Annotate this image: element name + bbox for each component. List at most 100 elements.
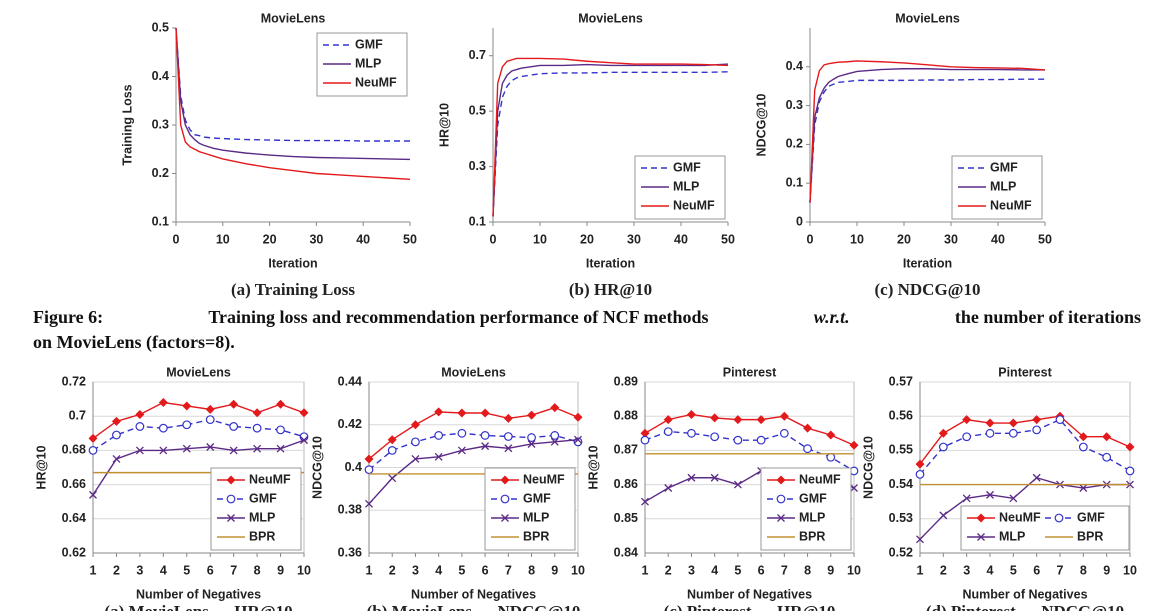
legend-label: GMF (990, 160, 1018, 174)
marker (686, 409, 696, 419)
marker (550, 403, 560, 413)
marker (985, 418, 995, 428)
marker (480, 431, 490, 440)
x-tick-label: 10 (533, 232, 547, 246)
x-tick-label: 1 (917, 563, 924, 577)
caption-emphasis: w.r.t. (813, 307, 850, 327)
y-tick-label: 0.1 (469, 214, 486, 228)
x-tick-label: 7 (781, 563, 788, 577)
x-tick-label: 9 (1103, 563, 1110, 577)
marker (986, 490, 994, 499)
y-tick-label: 0.4 (345, 460, 362, 474)
marker (503, 413, 513, 423)
series-line (175, 27, 410, 142)
series-line (492, 63, 729, 217)
x-tick-label: 8 (528, 563, 535, 577)
legend-label: BPR (799, 529, 825, 543)
x-tick-label: 2 (665, 563, 672, 577)
y-tick-label: 0.1 (152, 214, 169, 228)
marker (962, 432, 972, 442)
x-tick-label: 4 (160, 563, 167, 577)
y-axis-label: NDCG@10 (861, 436, 875, 499)
marker (1125, 466, 1135, 476)
x-tick-label: 50 (403, 232, 417, 246)
subcaption: (a) Training Loss (231, 280, 355, 299)
marker (710, 432, 720, 442)
marker (205, 404, 215, 414)
marker (756, 415, 766, 425)
marker (182, 420, 192, 430)
marker (276, 444, 285, 453)
x-tick-label: 6 (758, 563, 765, 577)
series-line (492, 71, 729, 217)
marker (687, 428, 696, 438)
marker (299, 408, 309, 418)
x-tick-label: 8 (804, 563, 811, 577)
legend: GMF MLP NeuMF (316, 32, 408, 97)
series-line (368, 432, 579, 471)
x-axis-label: Number of Negatives (136, 587, 261, 601)
x-tick-label: 3 (136, 563, 143, 577)
subcaption: (b) HR@10 (569, 280, 652, 299)
x-tick-label: 2 (389, 563, 396, 577)
chart-title: MovieLens (441, 365, 506, 379)
marker (756, 435, 766, 445)
legend-label: MLP (523, 510, 549, 524)
y-tick-label: 0.2 (152, 166, 169, 180)
y-tick-label: 0.36 (338, 545, 362, 559)
x-tick-label: 5 (458, 563, 465, 577)
legend-box (960, 505, 1130, 551)
marker (1032, 425, 1042, 435)
x-tick-label: 30 (309, 232, 323, 246)
chart: 0.1 0.3 0.5 0.7 0 10 20 30 40 50 MovieLens Iteratio… (437, 11, 735, 299)
y-tick-label: 0.5 (469, 103, 486, 117)
x-tick-label: 40 (356, 232, 370, 246)
marker (410, 420, 420, 430)
legend-label: NeuMF (673, 198, 715, 212)
y-tick-label: 0.85 (614, 511, 638, 525)
marker (276, 425, 285, 435)
caption-text: the number of iterations (954, 307, 1141, 327)
marker (434, 452, 443, 461)
subcaption: (c) NDCG@10 (875, 280, 981, 299)
legend: NeuMF GMF MLP BPR (760, 467, 852, 551)
x-tick-label: 5 (734, 563, 741, 577)
series-line (919, 415, 1131, 465)
x-axis-label: Iteration (903, 256, 952, 270)
x-tick-label: 6 (207, 563, 214, 577)
legend: GMF MLP NeuMF (634, 155, 726, 220)
y-tick-label: 0.1 (786, 175, 803, 189)
series-line (368, 406, 579, 460)
marker (365, 499, 373, 508)
legend: NeuMF GMF MLP BPR (960, 505, 1130, 551)
marker (276, 399, 286, 409)
x-tick-label: 7 (505, 563, 512, 577)
y-tick-label: 0.4 (786, 59, 803, 73)
caption-line: Figure 6: Training loss and recommendati… (33, 305, 1141, 330)
marker (434, 431, 444, 440)
marker (803, 423, 813, 433)
legend-label: MLP (249, 510, 275, 524)
marker (364, 454, 374, 464)
legend-marker (226, 494, 236, 504)
marker (850, 484, 858, 492)
y-tick-label: 0.44 (338, 374, 362, 388)
legend-label: BPR (1077, 529, 1103, 543)
y-tick-label: 0.68 (62, 443, 86, 457)
series-line (92, 418, 305, 451)
marker (1008, 418, 1018, 428)
chart-title: MovieLens (895, 11, 960, 25)
chart: 0.84 0.85 0.86 0.87 0.88 0.89 1 2 3 4 5 6 7 8 9 10 Pinte… (586, 365, 861, 611)
marker (503, 432, 513, 441)
series-line (644, 413, 855, 446)
y-tick-label: 0.87 (614, 443, 638, 457)
legend-label: MLP (799, 510, 825, 524)
series-line (809, 78, 1045, 203)
chart-title: MovieLens (578, 11, 643, 25)
chart: 0.1 0.2 0.3 0.4 0.5 0 10 20 30 40 50 MovieLens Itera… (120, 11, 417, 299)
y-tick-label: 0.64 (62, 511, 86, 525)
marker (252, 423, 262, 433)
marker (205, 415, 215, 425)
x-tick-label: 5 (1010, 563, 1017, 577)
legend-label: GMF (355, 37, 383, 51)
